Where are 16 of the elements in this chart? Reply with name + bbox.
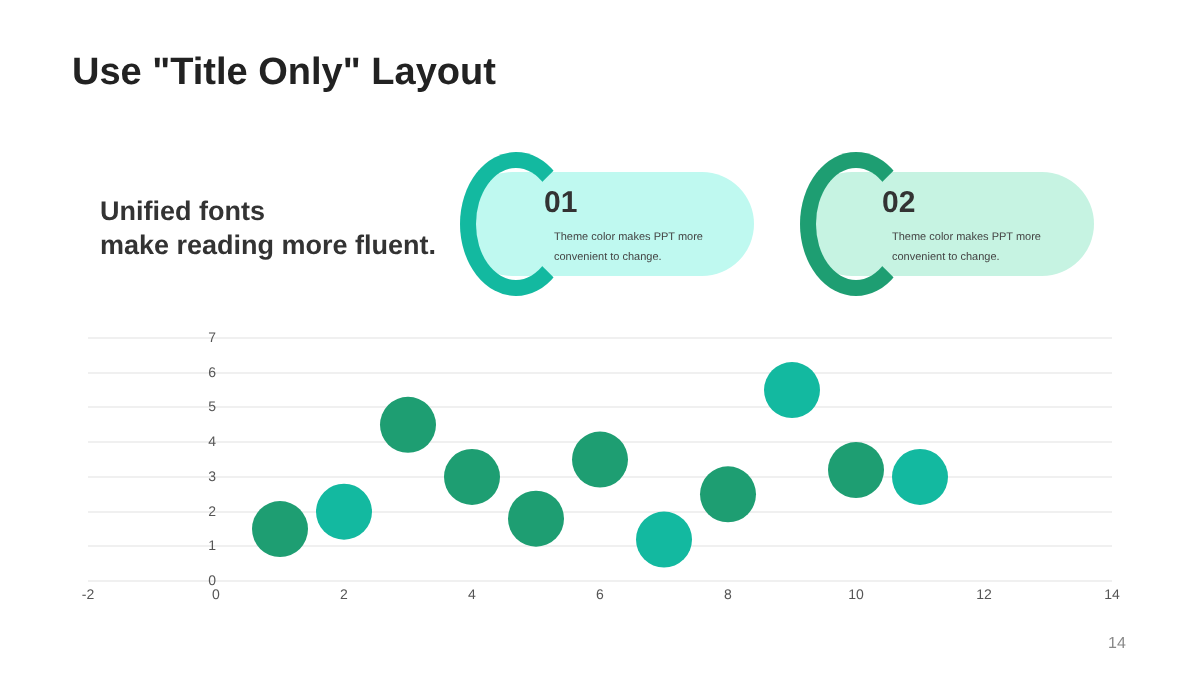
chart-subtitle: Unified fonts make reading more fluent. <box>100 194 437 262</box>
point <box>764 362 820 419</box>
point <box>252 501 308 558</box>
point <box>572 431 628 488</box>
chart-title: Use "Title Only" Layout <box>72 52 496 96</box>
point <box>380 396 436 453</box>
point <box>444 448 500 505</box>
text: 02 <box>882 186 916 220</box>
text: 14 <box>1108 634 1126 652</box>
point <box>828 442 884 499</box>
text: 01 <box>544 186 578 220</box>
point <box>316 483 372 540</box>
point <box>636 511 692 568</box>
point <box>508 490 564 547</box>
point <box>700 466 756 523</box>
point <box>892 448 948 505</box>
